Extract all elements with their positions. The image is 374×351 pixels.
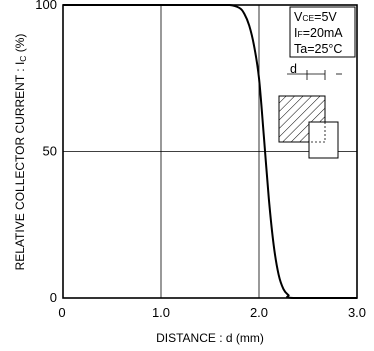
- x-tick-label: 3.0: [348, 305, 366, 320]
- y-tick-label: 0: [50, 290, 57, 305]
- y-axis-label: RELATIVE COLLECTOR CURRENT : IC (%): [13, 34, 28, 271]
- y-tick-label: 100: [35, 0, 57, 12]
- x-tick-label: 1.0: [152, 305, 170, 320]
- condition-ta: Ta=25°C: [294, 42, 342, 56]
- x-tick-label: 0: [58, 305, 65, 320]
- x-tick-labels: 0 1.0 2.0 3.0: [58, 305, 366, 320]
- condition-if: IF=20mA: [294, 26, 343, 40]
- condition-vce: VCE=5V: [294, 10, 337, 24]
- inset-diagram: d: [278, 62, 342, 159]
- y-tick-label: 50: [43, 144, 57, 159]
- series-line: [62, 4, 357, 300]
- x-tick-label: 2.0: [250, 305, 268, 320]
- grid: [63, 5, 357, 298]
- conditions-box: [289, 6, 356, 58]
- x-axis-label: DISTANCE : d (mm): [156, 331, 264, 345]
- y-tick-labels: 0 50 100: [35, 0, 57, 305]
- inset-d-label: d: [290, 62, 297, 76]
